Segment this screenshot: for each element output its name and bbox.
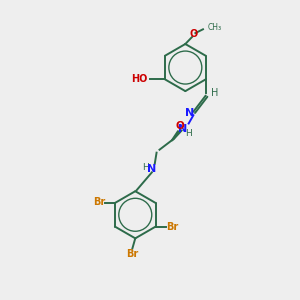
- Text: O: O: [176, 121, 184, 130]
- Text: H: H: [211, 88, 218, 98]
- Text: O: O: [190, 29, 198, 39]
- Text: HO: HO: [131, 74, 147, 84]
- Text: Br: Br: [126, 249, 139, 259]
- Text: N: N: [185, 108, 194, 118]
- Text: H: H: [185, 129, 191, 138]
- Text: CH₃: CH₃: [207, 23, 221, 32]
- Text: N: N: [178, 124, 188, 134]
- Text: Br: Br: [166, 222, 178, 232]
- Text: N: N: [147, 164, 156, 173]
- Text: H: H: [142, 164, 149, 172]
- Text: Br: Br: [93, 197, 106, 207]
